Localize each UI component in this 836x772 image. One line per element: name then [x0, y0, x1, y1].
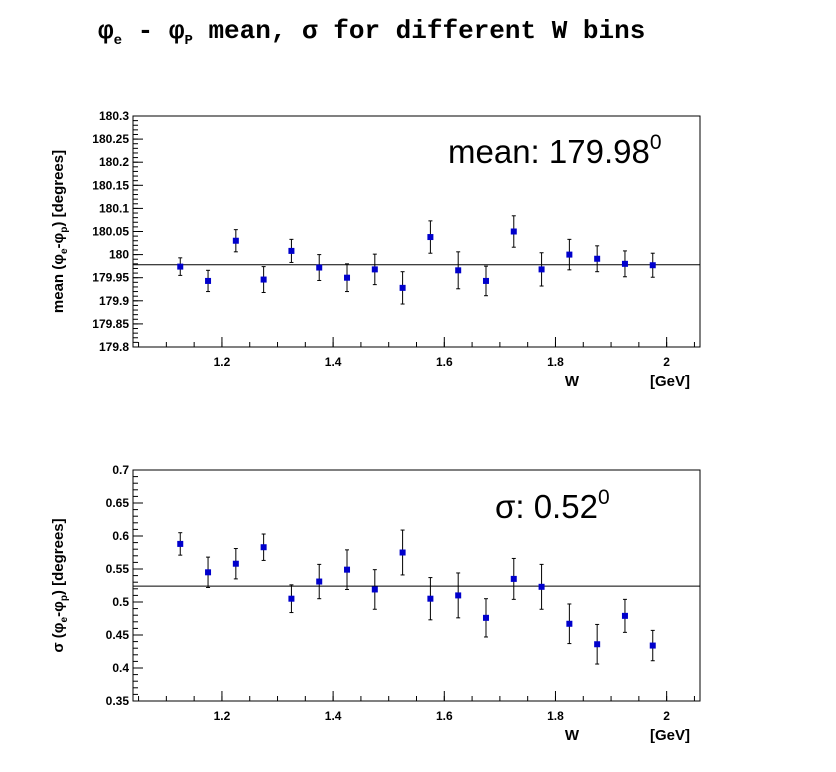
sigma-data-point [232, 560, 239, 567]
sigma-plot-frame [132, 469, 701, 702]
mean-data-point [232, 237, 239, 244]
mean-data-point [510, 228, 517, 235]
mean-x-tick-label: 1.6 [436, 355, 453, 369]
mean-y-tick-label: 179.85 [92, 317, 129, 331]
mean-y-tick-label: 180 [109, 248, 129, 262]
mean-data-point [482, 277, 489, 284]
mean-data-point [316, 264, 323, 271]
sigma-x-tick-label: 1.2 [214, 709, 231, 723]
mean-data-point [427, 234, 434, 241]
sigma-data-point [316, 578, 323, 585]
mean-data-point [538, 266, 545, 273]
sigma-data-point [205, 569, 212, 576]
mean-data-point [649, 262, 656, 269]
sigma-data-point [371, 586, 378, 593]
sigma-data-point [649, 642, 656, 649]
sigma-panel: 0.35 0.4 0.45 0.5 0.55 0.6 0.65 0.7 1.2 1.4 1.6 1.8… [50, 463, 701, 744]
sigma-x-axis-unit: [GeV] [650, 727, 690, 744]
sigma-data-point [621, 612, 628, 619]
sigma-data-point [455, 592, 462, 599]
mean-data-point [399, 284, 406, 291]
sigma-data-point [427, 595, 434, 602]
mean-data-point [371, 266, 378, 273]
mean-y-tick-label: 179.95 [92, 271, 129, 285]
sigma-data-point [594, 641, 601, 648]
sigma-x-tick-label: 1.8 [547, 709, 564, 723]
chart-title: φe - φP mean, σ for different W bins [98, 16, 645, 49]
sigma-x-tick-label: 1.4 [325, 709, 342, 723]
sigma-x-axis-label: W [565, 727, 580, 744]
mean-data-point [177, 263, 184, 270]
mean-y-axis-label: mean (φe-φp) [degrees] [50, 150, 70, 313]
sigma-data-point [399, 549, 406, 556]
mean-y-tick-label: 180.3 [99, 109, 129, 123]
sigma-data-point [344, 566, 351, 573]
mean-data-point [288, 247, 295, 254]
sigma-y-axis-label: σ (φe-φp) [degrees] [50, 518, 70, 652]
mean-annotation: mean: 179.980 [448, 131, 662, 170]
mean-y-tick-label: 180.05 [92, 225, 129, 239]
sigma-annotation: σ: 0.520 [495, 486, 610, 525]
sigma-y-tick-label: 0.5 [112, 595, 129, 609]
mean-data-point [594, 255, 601, 262]
mean-y-tick-label: 180.15 [92, 178, 129, 192]
mean-data-point [205, 277, 212, 284]
mean-y-tick-label: 179.8 [99, 340, 129, 354]
sigma-x-tick-label: 2 [663, 709, 670, 723]
sigma-y-tick-label: 0.55 [106, 562, 130, 576]
sigma-y-tick-label: 0.6 [112, 529, 129, 543]
mean-x-tick-label: 1.4 [325, 355, 342, 369]
mean-y-tick-label: 180.1 [99, 201, 129, 215]
mean-panel: 179.8 179.85 179.9 179.95 180 180.05 180.1 180.… [50, 109, 701, 390]
sigma-y-tick-label: 0.4 [112, 661, 129, 675]
mean-data-point [260, 276, 267, 283]
mean-x-axis-label: W [565, 373, 580, 390]
sigma-y-tick-label: 0.45 [106, 628, 130, 642]
mean-y-tick-label: 180.25 [92, 132, 129, 146]
sigma-data-point [288, 595, 295, 602]
mean-data-point [621, 260, 628, 267]
sigma-y-tick-label: 0.7 [112, 463, 129, 477]
mean-data-point [455, 267, 462, 274]
sigma-data-point [566, 620, 573, 627]
sigma-y-tick-label: 0.35 [106, 694, 130, 708]
mean-x-tick-label: 1.8 [547, 355, 564, 369]
sigma-data-point [260, 544, 267, 551]
mean-data-point [566, 251, 573, 258]
mean-x-tick-label: 1.2 [214, 355, 231, 369]
sigma-x-tick-label: 1.6 [436, 709, 453, 723]
sigma-data-point [177, 540, 184, 547]
mean-x-tick-label: 2 [663, 355, 670, 369]
sigma-data-point [538, 583, 545, 590]
sigma-y-tick-label: 0.65 [106, 496, 130, 510]
sigma-data-point [482, 614, 489, 621]
mean-y-tick-label: 179.9 [99, 294, 129, 308]
mean-y-tick-label: 180.2 [99, 155, 129, 169]
mean-data-point [344, 274, 351, 281]
mean-x-axis-unit: [GeV] [650, 373, 690, 390]
sigma-data-point [510, 575, 517, 582]
